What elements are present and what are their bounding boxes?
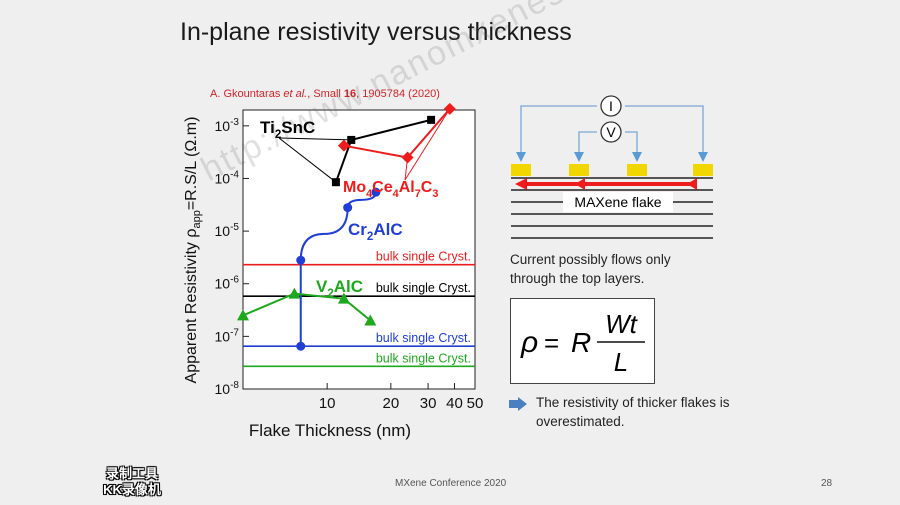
current-label: I [609, 98, 613, 114]
reference-lines: bulk single Cryst. bulk single Cryst. bulk… [243, 250, 475, 368]
slide-title: In-plane resistivity versus thickness [180, 18, 572, 46]
flake-layers [511, 177, 713, 239]
current-source-icon [600, 95, 622, 117]
y-tick-label-3: 10-6 [215, 275, 240, 292]
series-line-3 [242, 292, 371, 322]
current-flow-arrow [515, 178, 697, 190]
series-0-point-2 [427, 115, 436, 124]
series-label-3: V2AlC [316, 277, 363, 300]
voltage-label: V [606, 124, 616, 140]
measurement-wires [520, 105, 704, 157]
series-label-1: Mo4Ce4Al7C3 [343, 179, 438, 200]
reference-line-label-0: bulk single Cryst. [376, 250, 471, 264]
formula-denominator: L [614, 347, 628, 377]
probe-arrows [516, 152, 708, 162]
x-axis-label: Flake Thickness (nm) [249, 421, 411, 440]
series-2-point-2 [343, 203, 353, 213]
y-tick-label-5: 10-8 [215, 380, 240, 397]
series-3-point-2 [337, 292, 350, 304]
x-tick-label-4: 50 [467, 395, 484, 412]
series-0-point-0 [331, 178, 340, 187]
x-tick-label-2: 30 [420, 395, 437, 412]
series-labels: Ti2SnC Mo4Ce4Al7C3 Cr2AlC V2AlC [256, 108, 451, 300]
y-tick-label-0: 10-3 [215, 117, 240, 134]
flake-label-bg [563, 192, 673, 212]
citation-rest: , 1905784 (2020) [356, 88, 440, 100]
arrow-right-icon [509, 397, 527, 411]
formula-numerator: Wt [605, 309, 639, 339]
x-tick-label-0: 10 [319, 395, 336, 412]
series-line-2 [299, 192, 377, 347]
citation-volume: 16 [343, 88, 357, 100]
series-label-0: Ti2SnC [260, 118, 315, 141]
series-2-point-3 [371, 187, 381, 197]
maxene-flake-diagram: I V MAXene flake [511, 95, 713, 239]
series-label-bg-0 [256, 117, 332, 139]
series-3-point-1 [288, 287, 301, 299]
citation-etal: et al. [283, 88, 308, 100]
y-tick-label-2: 10-5 [215, 222, 240, 239]
flake-label: MAXene flake [574, 194, 661, 210]
y-tick-label-4: 10-7 [215, 327, 240, 344]
formula-rho: ρ [520, 326, 538, 359]
reference-line-label-3: bulk single Cryst. [376, 351, 471, 365]
label-pointer-2 [404, 157, 409, 181]
series-3-point-0 [237, 309, 249, 321]
formula-r: R [571, 327, 591, 358]
series-label-2: Cr2AlC [348, 220, 403, 243]
voltmeter-icon [600, 121, 622, 143]
diagram-caption: Current possibly flows only through the … [510, 252, 671, 286]
page-number: 28 [821, 478, 833, 489]
citation-journal: , Small [307, 88, 344, 100]
resistivity-chart: bulk single Cryst. bulk single Cryst. bulk… [183, 102, 484, 440]
series-1-point-0 [337, 139, 350, 152]
series-2-point-1 [296, 255, 306, 265]
logo-line-2: KK录像机 [103, 482, 161, 497]
citation-authors: A. Gkountaras [210, 88, 284, 100]
x-tick-label-3: 40 [446, 395, 463, 412]
contact-pads [511, 164, 713, 176]
series-2-point-0 [296, 341, 306, 351]
resistivity-formula: ρ = R Wt L [510, 298, 655, 384]
label-pointer-0 [278, 137, 337, 183]
y-axis-label: Apparent Resistivity ρapp=R.S/L (Ω.m) [183, 117, 203, 384]
label-pointer-1 [279, 137, 352, 141]
recorder-logo: 录制工具 KK录像机 [82, 466, 182, 502]
citation: A. Gkountaras et al., Small 16, 1905784 … [210, 88, 440, 100]
x-tick-label-1: 20 [382, 395, 399, 412]
plot-area [242, 109, 476, 390]
series-3-point-3 [364, 314, 377, 326]
reference-line-label-1: bulk single Cryst. [376, 281, 471, 295]
logo-line-1: 录制工具 [105, 466, 158, 481]
axis-ticks: 10-3 10-4 10-5 10-6 10-7 10-8 10 20 30 40 50 [215, 117, 484, 412]
formula-equals: = [544, 328, 559, 358]
conclusion-text: The resistivity of thicker flakes is ove… [536, 395, 730, 429]
reference-line-label-2: bulk single Cryst. [376, 331, 471, 345]
footer-text: MXene Conference 2020 [395, 478, 507, 489]
y-tick-label-1: 10-4 [215, 169, 240, 186]
label-pointer-3 [404, 108, 451, 181]
